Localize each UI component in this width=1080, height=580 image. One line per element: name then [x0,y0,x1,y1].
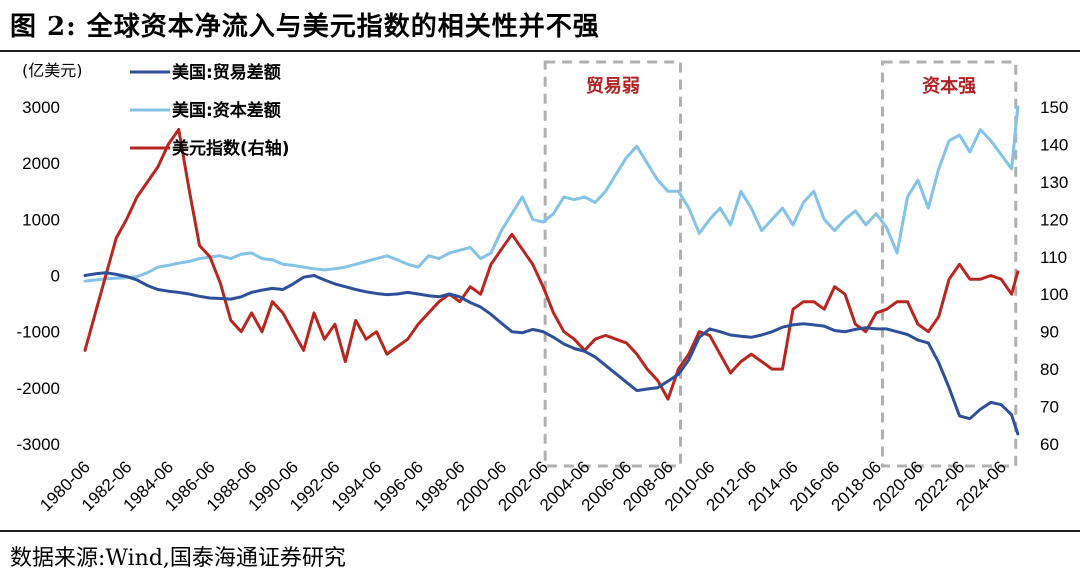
series-line-0 [83,271,1020,436]
left-tick-label: -2000 [17,379,60,398]
right-tick-label: 140 [1040,135,1068,154]
right-axis-ticks: 150 140 130 120 110 100 90 80 70 60 [1040,98,1068,454]
left-tick-label: -1000 [17,323,60,342]
series-line-2 [83,128,1020,401]
legend-label: 美元指数(右轴) [172,138,290,159]
right-tick-label: 80 [1040,360,1059,379]
left-tick-label: 2000 [22,154,60,173]
right-tick-label: 60 [1040,435,1059,454]
right-tick-label: 130 [1040,173,1068,192]
left-axis-unit: (亿美元) [22,61,83,80]
annotation-box [543,60,683,468]
annotation-label: 资本强 [922,75,976,97]
left-tick-label: 0 [51,267,60,286]
legend-label: 美国:贸易差额 [172,62,281,83]
legend-label: 美国:资本差额 [172,100,281,121]
right-tick-label: 90 [1040,323,1059,342]
left-tick-label: -3000 [17,435,60,454]
x-axis-ticks: 1980-061982-061984-061986-061988-061990-… [36,457,1010,515]
chart-title: 图 2: 全球资本净流入与美元指数的相关性并不强 [10,12,600,42]
source-note: 数据来源:Wind,国泰海通证券研究 [10,546,346,571]
left-tick-label: 1000 [22,210,60,229]
annotation-box [880,60,1018,468]
series-lines [83,105,1020,436]
right-tick-label: 100 [1040,285,1068,304]
title-divider [0,50,1080,52]
source-divider [0,530,1080,532]
annotation-boxes: 贸易弱 资本强 [543,60,1018,468]
right-tick-label: 150 [1040,98,1068,117]
annotation-label: 贸易弱 [586,75,640,97]
left-axis-ticks: 3000 2000 1000 0 -1000 -2000 -3000 [17,98,60,454]
right-tick-label: 70 [1040,398,1059,417]
series-line-1 [83,105,1020,283]
right-tick-label: 110 [1040,248,1067,267]
left-tick-label: 3000 [22,98,60,117]
right-tick-label: 120 [1040,210,1068,229]
